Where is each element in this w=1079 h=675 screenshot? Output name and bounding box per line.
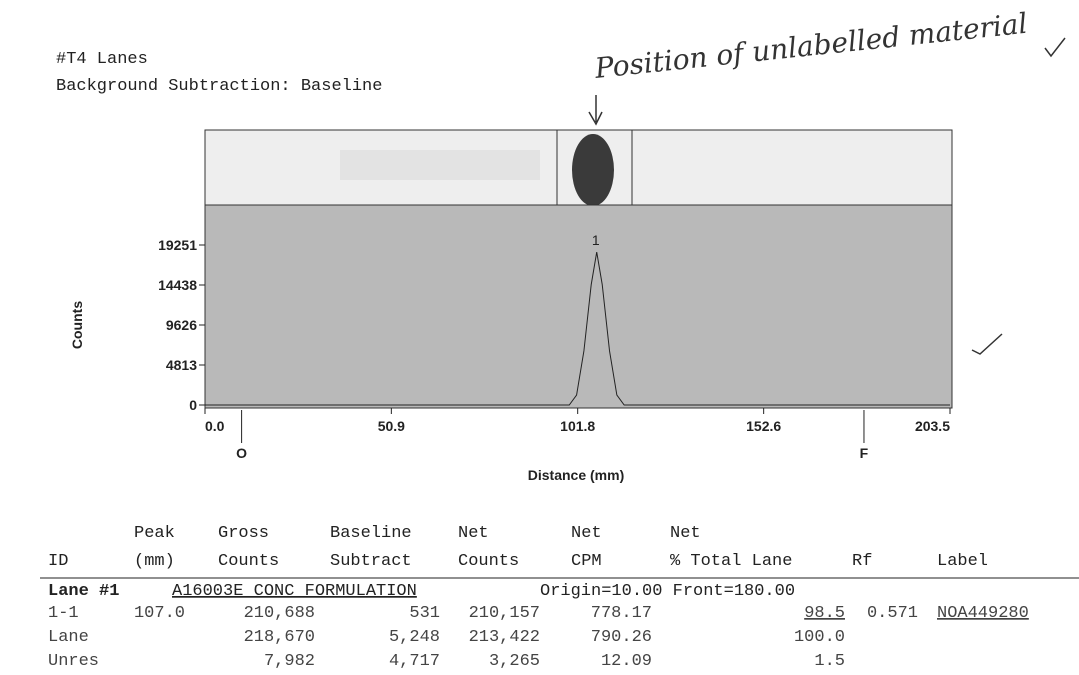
- table-cell: 210,688: [244, 604, 315, 623]
- gel-smear: [340, 150, 540, 180]
- x-axis-label: Distance (mm): [528, 467, 624, 483]
- handwritten-note: Position of unlabelled material: [592, 7, 1029, 85]
- table-cell: 107.0: [134, 604, 185, 623]
- x-tick-label: 0.0: [205, 418, 225, 434]
- checkmark: [1044, 37, 1066, 58]
- checkmark: [971, 333, 1003, 355]
- header-subtitle: Background Subtraction: Baseline: [56, 77, 382, 96]
- column-header: Net: [458, 524, 489, 543]
- table-cell: 1.5: [814, 652, 845, 671]
- table-cell: 1-1: [48, 604, 79, 623]
- table-cell: Lane: [48, 628, 89, 647]
- y-axis-label: Counts: [69, 301, 85, 349]
- y-tick-label: 14438: [158, 277, 197, 293]
- table-cell: 3,265: [489, 652, 540, 671]
- column-header: Counts: [218, 552, 279, 571]
- table-cell: 778.17: [591, 604, 652, 623]
- column-header: Net: [571, 524, 602, 543]
- y-tick-label: 4813: [166, 357, 197, 373]
- y-tick-label: 0: [189, 397, 197, 413]
- marker-label: F: [860, 445, 869, 461]
- gel-spot: [572, 134, 614, 206]
- peak-line: [205, 251, 950, 406]
- table-cell: 5,248: [389, 628, 440, 647]
- y-tick-label: 9626: [166, 317, 197, 333]
- table-cell: 100.0: [794, 628, 845, 647]
- table-cell: 7,982: [264, 652, 315, 671]
- column-header: Baseline: [330, 524, 412, 543]
- column-header: Subtract: [330, 552, 412, 571]
- table-cell: 790.26: [591, 628, 652, 647]
- table-cell: NOA449280: [937, 604, 1029, 623]
- x-tick-label: 203.5: [915, 418, 950, 434]
- y-tick-label: 19251: [158, 237, 197, 253]
- arrow: [588, 95, 603, 126]
- lane-name: A16003E CONC FORMULATION: [172, 582, 417, 601]
- table-cell: 98.5: [804, 604, 845, 623]
- column-header: Peak: [134, 524, 175, 543]
- table-cell: 12.09: [601, 652, 652, 671]
- column-header: % Total Lane: [670, 552, 792, 571]
- column-header: (mm): [134, 552, 175, 571]
- column-header: ID: [48, 552, 68, 571]
- column-header: Net: [670, 524, 701, 543]
- table-cell: 4,717: [389, 652, 440, 671]
- table-cell: 210,157: [469, 604, 540, 623]
- column-header: CPM: [571, 552, 602, 571]
- lane-id: Lane #1: [48, 582, 119, 601]
- header-title: #T4 Lanes: [56, 50, 148, 69]
- table-cell: 218,670: [244, 628, 315, 647]
- table-cell: Unres: [48, 652, 99, 671]
- x-tick-label: 152.6: [746, 418, 781, 434]
- peak-label: 1: [592, 232, 600, 248]
- plot-area: [204, 204, 953, 409]
- lane-info: Origin=10.00 Front=180.00: [540, 582, 795, 601]
- column-header: Rf: [852, 552, 872, 571]
- x-tick-label: 101.8: [560, 418, 595, 434]
- x-tick-label: 50.9: [378, 418, 405, 434]
- column-header: Counts: [458, 552, 519, 571]
- table-cell: 213,422: [469, 628, 540, 647]
- column-header: Label: [937, 552, 988, 571]
- marker-label: O: [236, 445, 247, 461]
- table-cell: 531: [409, 604, 440, 623]
- table-cell: 0.571: [867, 604, 918, 623]
- column-header: Gross: [218, 524, 269, 543]
